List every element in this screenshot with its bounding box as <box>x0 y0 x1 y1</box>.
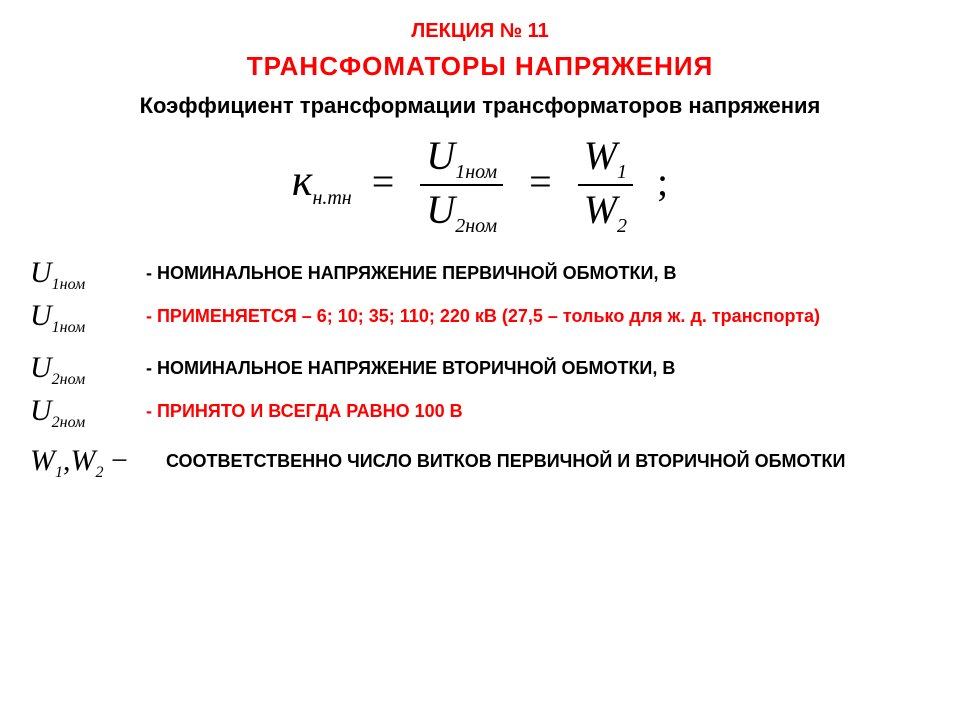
def-row-w1w2: W1,W2 − СООТВЕТСТВЕННО ЧИСЛО ВИТКОВ ПЕРВ… <box>30 444 930 482</box>
formula-lhs-var: к <box>292 156 313 205</box>
def-text-1: - НОМИНАЛЬНОЕ НАПРЯЖЕНИЕ ПЕРВИЧНОЙ ОБМОТ… <box>146 256 676 285</box>
frac2-den-sub: 2 <box>617 215 627 237</box>
equals-sign: = <box>372 159 395 204</box>
def-text-3: - НОМИНАЛЬНОЕ НАПРЯЖЕНИЕ ВТОРИЧНОЙ ОБМОТ… <box>146 351 675 380</box>
semicolon: ; <box>657 159 668 204</box>
main-title: ТРАНСФОМАТОРЫ НАПРЯЖЕНИЯ <box>30 51 930 82</box>
def-text-4: - ПРИНЯТО И ВСЕГДА РАВНО 100 В <box>146 394 463 423</box>
frac1-num-var: U <box>426 133 455 178</box>
equals-sign-2: = <box>529 159 552 204</box>
formula-frac-2: W1 W2 <box>578 136 633 236</box>
frac2-num-var: W <box>584 133 617 178</box>
formula-lhs-sub: н.тн <box>312 187 351 209</box>
frac1-den-sub: 2ном <box>455 215 497 237</box>
def-row-u2nom-values: U2ном - ПРИНЯТО И ВСЕГДА РАВНО 100 В <box>30 394 930 432</box>
def-text-w: СООТВЕТСТВЕННО ЧИСЛО ВИТКОВ ПЕРВИЧНОЙ И … <box>166 444 845 473</box>
frac1-num-sub: 1ном <box>455 161 497 183</box>
def-text-2: - ПРИМЕНЯЕТСЯ – 6; 10; 35; 110; 220 кВ (… <box>146 299 820 328</box>
frac1-den-var: U <box>426 187 455 232</box>
def-row-u2nom-label: U2ном - НОМИНАЛЬНОЕ НАПРЯЖЕНИЕ ВТОРИЧНОЙ… <box>30 351 930 389</box>
def-row-u1nom-values: U1ном - ПРИМЕНЯЕТСЯ – 6; 10; 35; 110; 22… <box>30 299 930 337</box>
frac2-den-var: W <box>584 187 617 232</box>
symbol-u2nom-2: U2ном <box>30 394 146 432</box>
symbol-u1nom-2: U1ном <box>30 299 146 337</box>
symbol-u2nom: U2ном <box>30 351 146 389</box>
subtitle: Коэффициент трансформации трансформаторо… <box>30 92 930 121</box>
frac2-num-sub: 1 <box>617 161 627 183</box>
slide-page: ЛЕКЦИЯ № 11 ТРАНСФОМАТОРЫ НАПРЯЖЕНИЯ Коэ… <box>0 0 960 506</box>
def-row-u1nom-label: U1ном - НОМИНАЛЬНОЕ НАПРЯЖЕНИЕ ПЕРВИЧНОЙ… <box>30 256 930 294</box>
symbol-w1w2: W1,W2 − <box>30 444 166 482</box>
lecture-number: ЛЕКЦИЯ № 11 <box>30 20 930 43</box>
formula-frac-1: U1ном U2ном <box>420 136 503 236</box>
symbol-u1nom: U1ном <box>30 256 146 294</box>
main-formula: кн.тн = U1ном U2ном = W1 W2 ; <box>30 136 930 236</box>
